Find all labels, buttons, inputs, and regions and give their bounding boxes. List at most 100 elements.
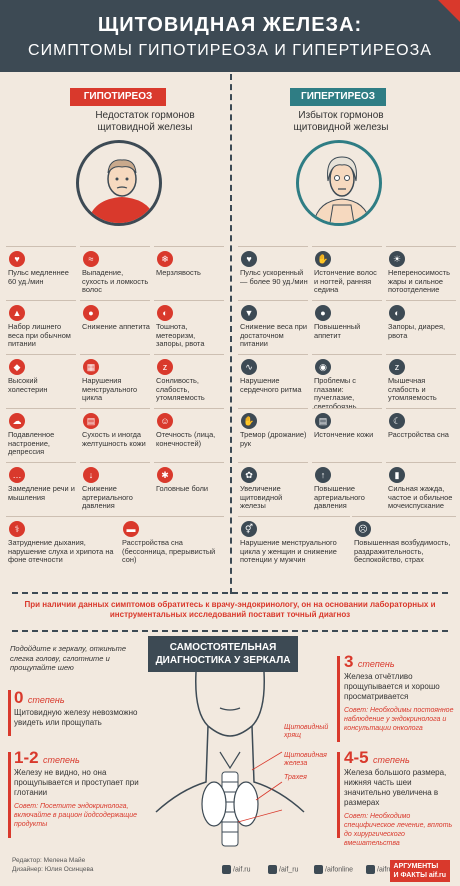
thyroid-icon: ✿: [241, 467, 257, 483]
hypo-symptom: ♥ Пульс медленнее 60 уд./мин: [6, 246, 76, 298]
hypo-symptom: ✱ Головные боли: [154, 462, 224, 514]
calendar-icon: ▦: [83, 359, 99, 375]
hyper-symptom: ◐ Запоры, диарея, рвота: [386, 300, 456, 352]
hypo-subtitle: Недостаток гормонов щитовидной железы: [95, 110, 195, 133]
hyper-symptom: ✋ Тремор (дрожание) рук: [238, 408, 308, 460]
heart-icon: ♥: [241, 251, 257, 267]
label-trachea: Трахея: [284, 774, 307, 781]
scale-icon: ▲: [9, 305, 25, 321]
hypo-symptom: … Замедление речи и мышления: [6, 462, 76, 514]
hypo-symptom: ● Снижение аппетита: [80, 300, 150, 352]
trembling-hand-icon: ✋: [241, 413, 257, 429]
stomach-icon: ◐: [389, 305, 405, 321]
thermometer-icon: ❄: [157, 251, 173, 267]
hyper-symptom: ✿ Увеличение щитовидной железы: [238, 462, 308, 514]
social-link-vk[interactable]: /aifru: [366, 865, 393, 874]
hypo-symptom: ▤ Сухость и иногда желтушность кожи: [80, 408, 150, 460]
self-diagnosis-title: САМОСТОЯТЕЛЬНАЯ ДИАГНОСТИКА У ЗЕРКАЛА: [148, 636, 298, 672]
footer: Редактор: Мелена Майе Дизайнер: Юлия Оси…: [0, 856, 460, 886]
page-subtitle: СИМПТОМЫ ГИПОТИРЕОЗА И ГИПЕРТИРЕОЗА: [28, 42, 432, 59]
moon-icon: ☾: [389, 413, 405, 429]
stage-bar: [8, 690, 11, 736]
hypo-symptom: ◆ Высокий холестерин: [6, 354, 76, 406]
hypo-symptom: ▦ Нарушения менструального цикла: [80, 354, 150, 406]
pressure-icon: ↑: [315, 467, 331, 483]
sun-icon: ☀: [389, 251, 405, 267]
mirror-hint: Подойдите к зеркалу, откиньте слегка гол…: [10, 644, 127, 672]
hypo-symptom: ↓ Снижение артериального давления: [80, 462, 150, 514]
social-link-ok[interactable]: /aifonline: [314, 865, 353, 874]
hyper-symptom: ☀ Непереносимость жары и сильное потоотде…: [386, 246, 456, 298]
lungs-icon: ⚕: [9, 521, 25, 537]
facebook-icon: [222, 865, 231, 874]
hypo-symptom: ☺ Отечность (лица, конечностей): [154, 408, 224, 460]
hypo-symptom: ≈ Выпадение, сухость и ломкость волос: [80, 246, 150, 298]
speech-icon: …: [9, 467, 25, 483]
stomach-icon: ◐: [157, 305, 173, 321]
stage-bar: [8, 752, 11, 838]
vk-icon: [366, 865, 375, 874]
social-link-fb[interactable]: /aif.ru: [222, 865, 251, 874]
hyper-symptom: ◉ Проблемы с глазами: пучеглазие, светобо…: [312, 354, 382, 411]
hyper-person-illustration: [296, 140, 382, 226]
tired-face-icon: z: [389, 359, 405, 375]
doctor-advice-note: При наличии данных симптомов обратитесь …: [12, 592, 448, 632]
pulse-icon: ∿: [241, 359, 257, 375]
hyper-symptom: ✋ Истончение волос и ногтей, ранняя седин…: [312, 246, 382, 298]
hyper-symptom: ∿ Нарушение сердечного ритма: [238, 354, 308, 406]
column-divider: [230, 74, 232, 594]
twitter-icon: [268, 865, 277, 874]
corner-mark: [438, 0, 460, 22]
label-thyroid-gland: Щитовидная железа: [284, 752, 327, 767]
skin-icon: ▤: [83, 413, 99, 429]
page-header: ЩИТОВИДНАЯ ЖЕЛЕЗА: СИМПТОМЫ ГИПОТИРЕОЗА …: [0, 0, 460, 72]
label-thyroid-cartilage: Щитовидный хрящ: [284, 724, 329, 739]
cloud-icon: ☁: [9, 413, 25, 429]
headache-icon: ✱: [157, 467, 173, 483]
hypo-symptom: ❄ Мерзлявость: [154, 246, 224, 298]
hypo-symptom: ☁ Подавленное настроение, депрессия: [6, 408, 76, 460]
hyper-symptom: ↑ Повышение артериального давления: [312, 462, 382, 514]
page-title: ЩИТОВИДНАЯ ЖЕЛЕЗА:: [97, 14, 363, 36]
bed-icon: ▬: [123, 521, 139, 537]
skin-icon: ▤: [315, 413, 331, 429]
neck-illustration: [155, 672, 305, 847]
stage-3: 3 степень Железа отчётливо прощупывается…: [344, 652, 454, 732]
hypo-symptom: ▲ Набор лишнего веса при обычном питании: [6, 300, 76, 352]
hypo-symptom: ◐ Тошнота, метеоризм, запоры, рвота: [154, 300, 224, 352]
hyper-symptom: ☹ Повышенная возбудимость, раздражительно…: [352, 516, 456, 568]
hypo-symptom: z Сонливость, слабость, утомляемость: [154, 354, 224, 406]
stage-bar: [337, 656, 340, 742]
hypo-person-illustration: [76, 140, 162, 226]
bottle-icon: ▮: [389, 467, 405, 483]
puffy-face-icon: ☺: [157, 413, 173, 429]
scale-icon: ▼: [241, 305, 257, 321]
hypo-title: ГИПОТИРЕОЗ: [70, 88, 166, 106]
plate-icon: ●: [315, 305, 331, 321]
ok-icon: [314, 865, 323, 874]
hyper-symptom: ▤ Истончение кожи: [312, 408, 382, 460]
plate-icon: ●: [83, 305, 99, 321]
hyper-title: ГИПЕРТИРЕОЗ: [290, 88, 386, 106]
eye-icon: ◉: [315, 359, 331, 375]
hyper-symptom: ▼ Снижение веса при достаточном питании: [238, 300, 308, 352]
gender-icon: ⚥: [241, 521, 257, 537]
hypo-symptom: ▬ Расстройства сна (бессонница, прерывист…: [120, 516, 224, 568]
hyper-symptom: ☾ Расстройства сна: [386, 408, 456, 460]
hypo-symptom: ⚕ Затруднение дыхания, нарушение слуха и …: [6, 516, 120, 568]
credits: Редактор: Мелена Майе Дизайнер: Юлия Оси…: [12, 857, 94, 873]
social-link-twitter[interactable]: /aif_ru: [268, 865, 298, 874]
stage-bar: [337, 752, 340, 838]
stage-1-2: 1-2 степень Железу не видно, но она прощ…: [14, 748, 139, 828]
aif-logo[interactable]: АРГУМЕНТЫ И ФАКТЫ aif.ru: [389, 860, 450, 882]
angry-face-icon: ☹: [355, 521, 371, 537]
heart-icon: ♥: [9, 251, 25, 267]
drop-icon: ◆: [9, 359, 25, 375]
stage-4-5: 4-5 степень Железа большого размера, ниж…: [344, 748, 453, 847]
hand-icon: ✋: [315, 251, 331, 267]
hyper-symptom: ⚥ Нарушение менструального цикла у женщин…: [238, 516, 350, 568]
hyper-subtitle: Избыток гормонов щитовидной железы: [293, 110, 389, 133]
hyper-symptom: ♥ Пульс ускоренный — более 90 уд./мин: [238, 246, 308, 298]
hair-icon: ≈: [83, 251, 99, 267]
hyper-symptom: z Мышечная слабость и утомляемость: [386, 354, 456, 406]
